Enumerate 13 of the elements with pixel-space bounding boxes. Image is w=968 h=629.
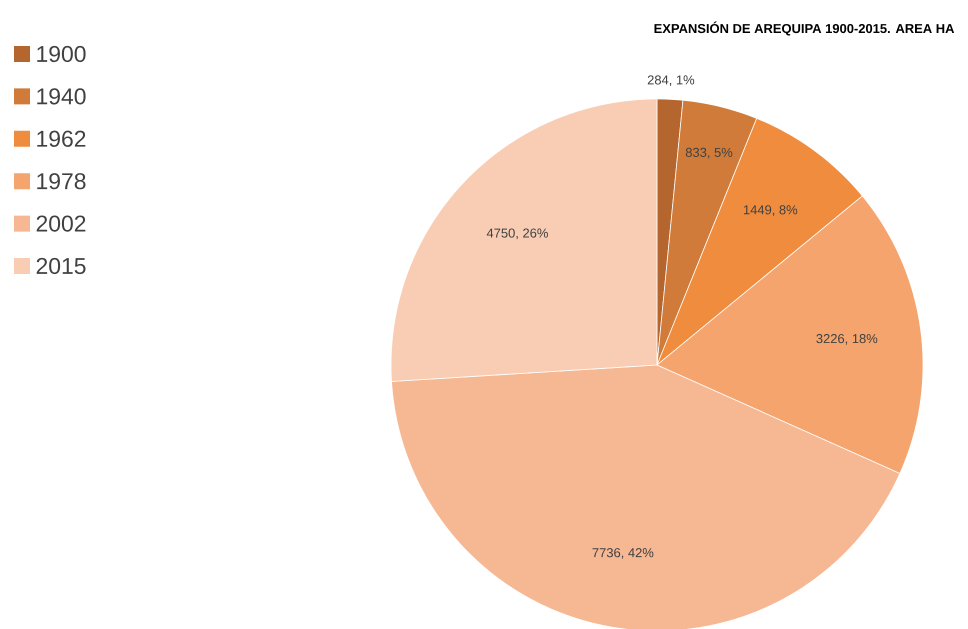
data-label: 3226, 18% xyxy=(816,334,878,345)
data-label: 1449, 8% xyxy=(744,205,798,216)
data-label: 4750, 26% xyxy=(486,228,548,240)
data-label: 7736, 42% xyxy=(592,548,654,559)
legend-label: 1900 xyxy=(37,46,86,62)
legend-label: 1962 xyxy=(37,130,86,147)
legend-label: 1978 xyxy=(37,173,86,190)
chart-title: EXPANSIÓN DE AREQUIPA 1900-2015. AREA HA xyxy=(654,22,954,36)
data-label: 833, 5% xyxy=(686,148,732,159)
legend-label: 1940 xyxy=(37,88,86,104)
data-label: 284, 1% xyxy=(648,75,694,86)
legend-label: 2002 xyxy=(36,215,86,232)
legend-label: 2015 xyxy=(36,258,86,274)
